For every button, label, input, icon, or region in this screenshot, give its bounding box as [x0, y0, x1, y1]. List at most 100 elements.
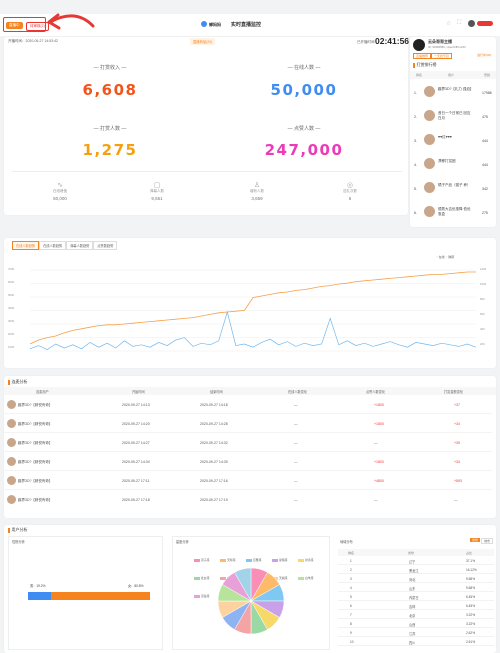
region-pct: 6.45% — [466, 604, 476, 608]
series-danmu — [30, 310, 476, 350]
trend-chart — [30, 269, 476, 352]
zodiac-legend-item[interactable]: 处女座 — [194, 576, 218, 580]
likes-value: 247,000 — [264, 141, 344, 159]
region-row: 3 河北 9.68% — [338, 575, 494, 583]
stats-card — [4, 37, 408, 215]
cell-online: — — [294, 460, 298, 464]
ranking-row[interactable]: 2. 昔日一个日常已 回应白月 475 — [410, 105, 495, 130]
rank-num: 2. — [414, 115, 417, 119]
zodiac-pie — [217, 567, 285, 635]
income-label: — 打赏收入 — — [93, 65, 127, 71]
connect-table-card — [4, 376, 496, 518]
ranking-row[interactable]: 1. 趣界3D?【礼力 强迫】 17986 — [410, 81, 495, 106]
region-rank: 2 — [350, 568, 352, 572]
y-tick: 3000 — [8, 319, 15, 323]
star-icon[interactable]: ☆ — [446, 21, 452, 27]
vip-badge — [477, 21, 493, 26]
table-row[interactable]: 趣界3D?【精悦有奇】 2020-09-27 17:18 2020-09-27 17… — [4, 491, 492, 509]
streamer-name: 云朵哥哥主播 — [428, 39, 452, 44]
user-icon: ♙ — [253, 182, 261, 189]
col-online: 在线人数变化 — [288, 390, 308, 394]
region-name: 山东 — [409, 587, 416, 591]
streamer-tag: 直播推荐 — [413, 53, 432, 59]
pie-slice[interactable] — [234, 567, 252, 602]
region-pct: 3.22% — [466, 613, 476, 617]
table-row[interactable]: 趣界3D?【精悦有奇】 2020-09-27 14:20 2020-09-27 14… — [4, 415, 492, 433]
ranking-row[interactable]: 5. 橘子产品（猫子 养） 342 — [410, 177, 495, 202]
table-row[interactable]: 趣界3D?【精悦有奇】 2020-09-27 14:27 2020-09-27 14… — [4, 434, 492, 452]
male-label: 男：19.2% — [30, 584, 46, 588]
region-tab-city[interactable]: 城市 — [481, 538, 494, 544]
y-tick: 6000 — [8, 280, 15, 284]
region-tab-province[interactable]: 省份 — [470, 538, 481, 542]
rank-value: 444 — [482, 163, 488, 167]
zodiac-legend-item[interactable]: 巨蟹座 — [246, 558, 270, 562]
zodiac-legend-item[interactable]: 射手座 — [298, 558, 322, 562]
legend-label: 双鱼座 — [201, 594, 210, 598]
streamer-link[interactable]: 进行中(99) — [477, 53, 492, 57]
chart-tabs: 在线人数趋势 在线人数趋势 弹幕人数趋势 点赞数趋势 — [12, 241, 118, 250]
region-pct: 6.45% — [466, 595, 476, 599]
tab-online[interactable]: 在线人数趋势 — [12, 241, 40, 250]
region-row: 2 黑龙江 16.12% — [338, 566, 494, 574]
ranking-row[interactable]: 3. ♥♥红♥♥♥ 444 — [410, 129, 495, 154]
male-bar — [28, 592, 52, 600]
cell-user: 趣界3D?【精悦有奇】 — [18, 498, 53, 502]
zodiac-legend-item[interactable]: 双子座 — [194, 558, 218, 562]
legend-danmu: 弹幕 — [448, 255, 455, 259]
tab-danmu[interactable]: 弹幕人数趋势 — [66, 241, 94, 250]
cell-user: 趣界3D?【精悦有奇】 — [18, 403, 53, 407]
zodiac-legend-item[interactable]: 天秤座 — [220, 558, 244, 562]
table-row[interactable]: 趣界3D?【精悦有奇】 2020-09-27 14:13 2020-09-27 14… — [4, 396, 492, 414]
cell-start: 2020-09-27 14:34 — [122, 460, 150, 464]
rank-num: 3. — [414, 139, 417, 143]
y-tick: 7000 — [8, 267, 15, 271]
cell-start: 2020-09-27 17:18 — [122, 498, 150, 502]
table-row[interactable]: 趣界3D?【精悦有奇】 2020-09-27 17:11 2020-09-27 17… — [4, 472, 492, 490]
region-rank: 6 — [350, 604, 352, 608]
cell-online: — — [294, 441, 298, 445]
streamer-avatar[interactable] — [413, 39, 425, 51]
avatar — [7, 456, 16, 466]
avatar — [7, 494, 16, 504]
user-avatar[interactable] — [468, 20, 475, 27]
message-icon: ▢ — [153, 182, 161, 189]
region-name: 吉林 — [409, 605, 416, 609]
live-duration: 02:41:56 — [375, 36, 410, 46]
cell-end: 2020-09-27 14:28 — [200, 422, 228, 426]
mini-stat-value: 50,000 — [53, 196, 67, 201]
tab-likes[interactable]: 点赞数趋势 — [93, 241, 118, 250]
cell-likes: +4800 — [374, 479, 384, 483]
mini-stat-label: 增粉人数 — [250, 189, 264, 193]
cell-likes: — — [374, 498, 378, 502]
cell-gift: +34 — [454, 460, 460, 464]
region-name: 黑龙江 — [409, 569, 419, 573]
ranking-row[interactable]: 4. 漂移打赏团 444 — [410, 153, 495, 178]
gender-panel — [8, 536, 163, 650]
cell-online: — — [294, 403, 298, 407]
pending-badge[interactable]: 待审核(2) — [26, 22, 49, 31]
zodiac-legend-item[interactable]: 白羊座 — [298, 576, 322, 580]
cell-user: 趣界3D?【精悦有奇】 — [18, 441, 53, 445]
region-name: 山西 — [409, 623, 416, 627]
rank-user: 漂移打赏团 — [438, 159, 456, 163]
legend-label: 天秤座 — [227, 558, 236, 562]
expand-icon[interactable]: ⛶ — [457, 20, 462, 26]
col-gift: 打赏金额变化 — [444, 390, 464, 394]
region-col-pct: 占比 — [466, 550, 473, 555]
ranking-row[interactable]: 6. 德秀大吉优惠降 低优惠盒 275 — [410, 201, 495, 226]
table-row[interactable]: 趣界3D?【精悦有奇】 2020-09-27 14:34 2020-09-27 14… — [4, 453, 492, 471]
rank-value: 275 — [482, 211, 488, 215]
zodiac-legend-item[interactable]: 摩羯座 — [272, 558, 296, 562]
legend-swatch — [298, 576, 304, 580]
rank-value: 444 — [482, 139, 488, 143]
app-logo-icon — [201, 21, 207, 27]
mini-stat-gift: ◎ 送礼次数 6 — [320, 181, 380, 201]
avatar — [424, 134, 435, 145]
rank-num: 4. — [414, 163, 417, 167]
zodiac-legend-item[interactable]: 双鱼座 — [194, 594, 218, 598]
likes-label: — 点赞人数 — — [287, 126, 321, 132]
y-tick: 800 — [480, 297, 485, 301]
legend-swatch — [194, 558, 200, 562]
tab-online-2[interactable]: 在线人数趋势 — [39, 241, 67, 250]
